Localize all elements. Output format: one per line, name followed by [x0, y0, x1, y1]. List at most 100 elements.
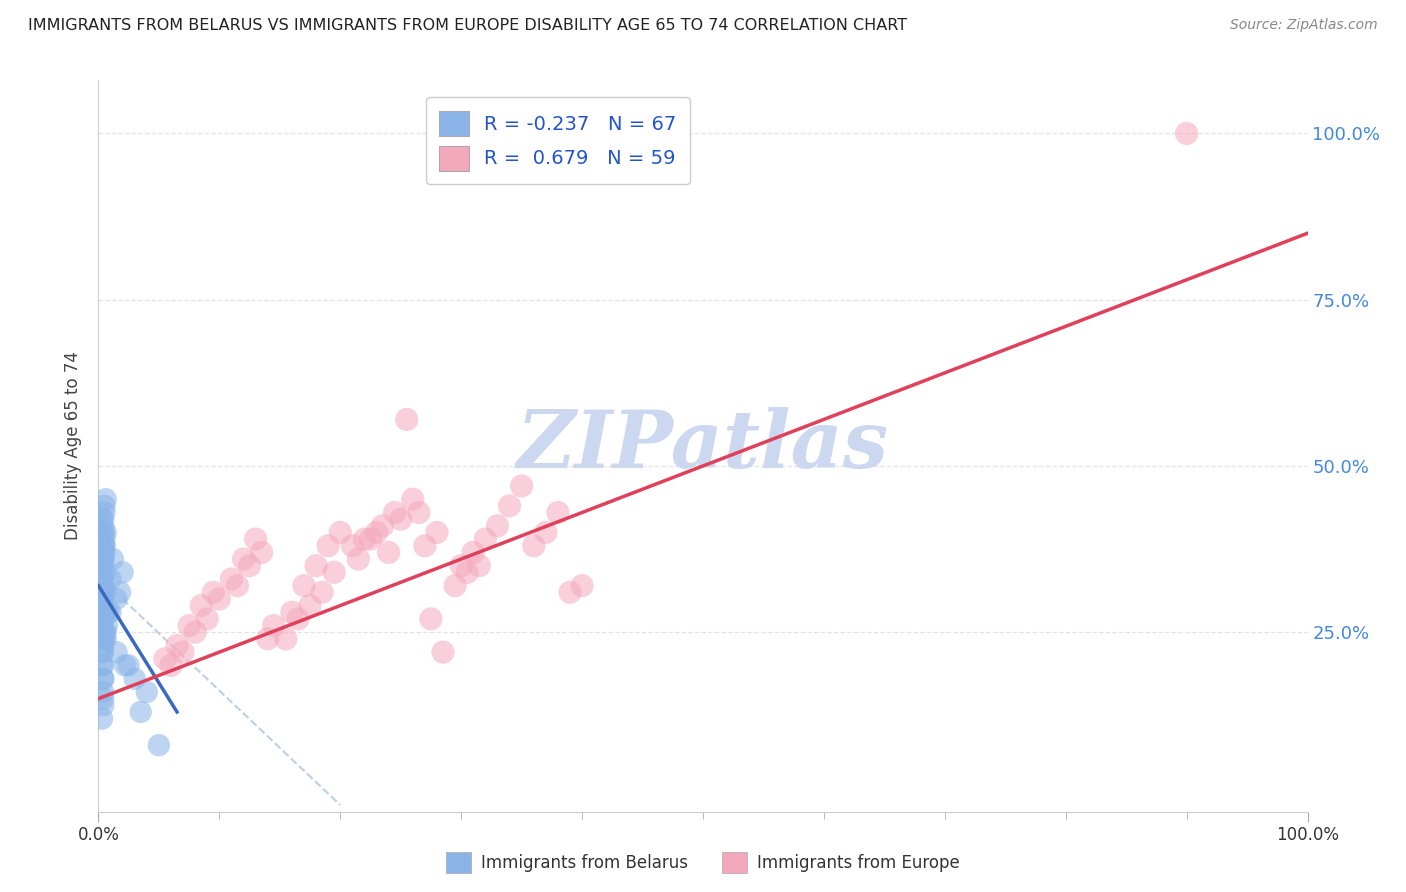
- Point: [93, 539, 115, 553]
- Point: [420, 612, 443, 626]
- Point: [111, 566, 134, 580]
- Point: [91, 612, 114, 626]
- Point: [360, 532, 382, 546]
- Point: [366, 525, 388, 540]
- Point: [94, 525, 117, 540]
- Point: [91, 632, 114, 646]
- Point: [93, 585, 115, 599]
- Point: [91, 545, 114, 559]
- Point: [129, 705, 152, 719]
- Point: [96, 618, 118, 632]
- Point: [91, 512, 114, 526]
- Point: [91, 658, 114, 673]
- Point: [558, 585, 581, 599]
- Point: [250, 545, 273, 559]
- Point: [91, 645, 114, 659]
- Point: [226, 579, 249, 593]
- Point: [94, 625, 117, 640]
- Point: [93, 566, 115, 580]
- Point: [510, 479, 533, 493]
- Point: [281, 605, 304, 619]
- Point: [456, 566, 478, 580]
- Point: [91, 558, 114, 573]
- Point: [91, 512, 114, 526]
- Point: [450, 558, 472, 573]
- Point: [232, 552, 254, 566]
- Point: [91, 572, 114, 586]
- Point: [91, 605, 114, 619]
- Point: [97, 605, 120, 619]
- Point: [408, 506, 430, 520]
- Point: [91, 639, 114, 653]
- Point: [384, 506, 406, 520]
- Point: [100, 572, 122, 586]
- Point: [91, 672, 114, 686]
- Point: [124, 672, 146, 686]
- Point: [93, 532, 115, 546]
- Point: [274, 632, 297, 646]
- Point: [202, 585, 225, 599]
- Point: [179, 618, 201, 632]
- Point: [256, 632, 278, 646]
- Point: [287, 612, 309, 626]
- Point: [135, 685, 157, 699]
- Point: [91, 525, 114, 540]
- Point: [93, 579, 115, 593]
- Point: [571, 579, 593, 593]
- Point: [402, 492, 425, 507]
- Point: [93, 625, 115, 640]
- Point: [93, 545, 115, 559]
- Point: [371, 518, 394, 533]
- Point: [195, 612, 218, 626]
- Point: [208, 591, 231, 606]
- Point: [93, 539, 115, 553]
- Point: [166, 639, 188, 653]
- Point: [305, 558, 328, 573]
- Point: [91, 685, 114, 699]
- Point: [91, 691, 114, 706]
- Point: [93, 605, 115, 619]
- Point: [114, 658, 136, 673]
- Point: [91, 658, 114, 673]
- Point: [91, 579, 114, 593]
- Point: [91, 552, 114, 566]
- Point: [118, 658, 141, 673]
- Point: [93, 632, 115, 646]
- Point: [91, 612, 114, 626]
- Point: [93, 506, 115, 520]
- Point: [91, 552, 114, 566]
- Point: [91, 558, 114, 573]
- Point: [91, 645, 114, 659]
- Point: [329, 525, 352, 540]
- Point: [432, 645, 454, 659]
- Point: [91, 572, 114, 586]
- Point: [184, 625, 207, 640]
- Point: [172, 645, 194, 659]
- Point: [91, 552, 114, 566]
- Point: [316, 539, 339, 553]
- Point: [347, 552, 370, 566]
- Point: [93, 499, 115, 513]
- Point: [413, 539, 436, 553]
- Point: [105, 591, 128, 606]
- Point: [463, 545, 485, 559]
- Point: [91, 518, 114, 533]
- Text: Source: ZipAtlas.com: Source: ZipAtlas.com: [1230, 18, 1378, 32]
- Point: [221, 572, 243, 586]
- Point: [105, 645, 128, 659]
- Legend: R = -0.237   N = 67, R =  0.679   N = 59: R = -0.237 N = 67, R = 0.679 N = 59: [426, 97, 690, 185]
- Point: [498, 499, 520, 513]
- Legend: Immigrants from Belarus, Immigrants from Europe: Immigrants from Belarus, Immigrants from…: [440, 846, 966, 880]
- Point: [468, 558, 491, 573]
- Point: [91, 599, 114, 613]
- Text: IMMIGRANTS FROM BELARUS VS IMMIGRANTS FROM EUROPE DISABILITY AGE 65 TO 74 CORREL: IMMIGRANTS FROM BELARUS VS IMMIGRANTS FR…: [28, 18, 907, 33]
- Point: [377, 545, 399, 559]
- Point: [1175, 127, 1198, 141]
- Point: [299, 599, 322, 613]
- Text: ZIPatlas: ZIPatlas: [517, 408, 889, 484]
- Point: [444, 579, 467, 593]
- Point: [474, 532, 496, 546]
- Point: [91, 698, 114, 713]
- Point: [108, 585, 131, 599]
- Point: [153, 652, 176, 666]
